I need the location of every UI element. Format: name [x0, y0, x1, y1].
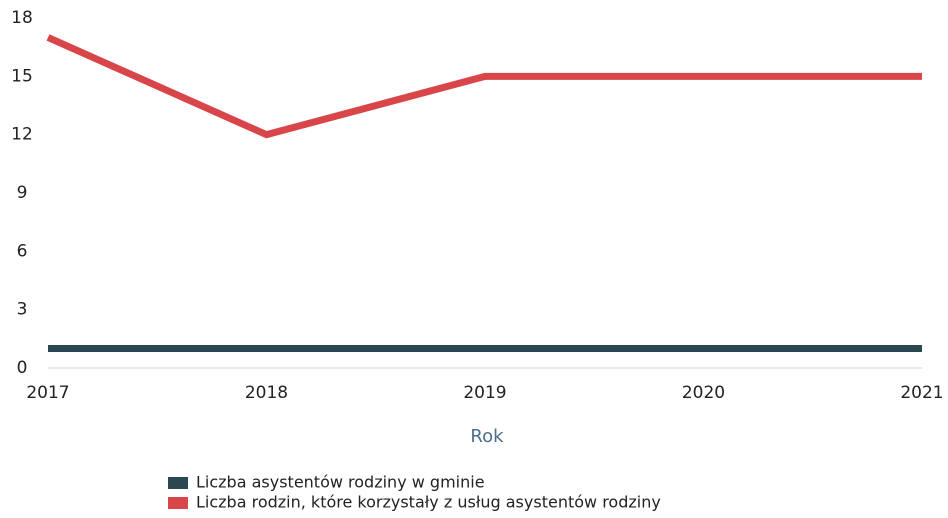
x-tick-label: 2018 — [245, 383, 288, 403]
x-tick-label: 2017 — [26, 383, 69, 403]
y-tick-label: 3 — [17, 300, 28, 320]
legend-label: Liczba asystentów rodziny w gminie — [196, 473, 485, 492]
series-line — [46, 34, 922, 139]
y-tick-label: 12 — [11, 125, 33, 145]
legend-label: Liczba rodzin, które korzystały z usług … — [196, 493, 661, 512]
legend-swatch — [168, 497, 188, 509]
y-tick-label: 18 — [11, 8, 33, 28]
x-tick-label: 2019 — [463, 383, 506, 403]
x-axis-title: Rok — [470, 426, 504, 447]
x-tick-label: 2020 — [682, 383, 725, 403]
x-tick-label: 2021 — [900, 383, 943, 403]
y-tick-label: 0 — [17, 358, 28, 378]
y-tick-label: 9 — [17, 183, 28, 203]
y-tick-label: 6 — [17, 241, 28, 261]
legend-swatch — [168, 477, 188, 489]
y-tick-label: 15 — [11, 66, 33, 86]
